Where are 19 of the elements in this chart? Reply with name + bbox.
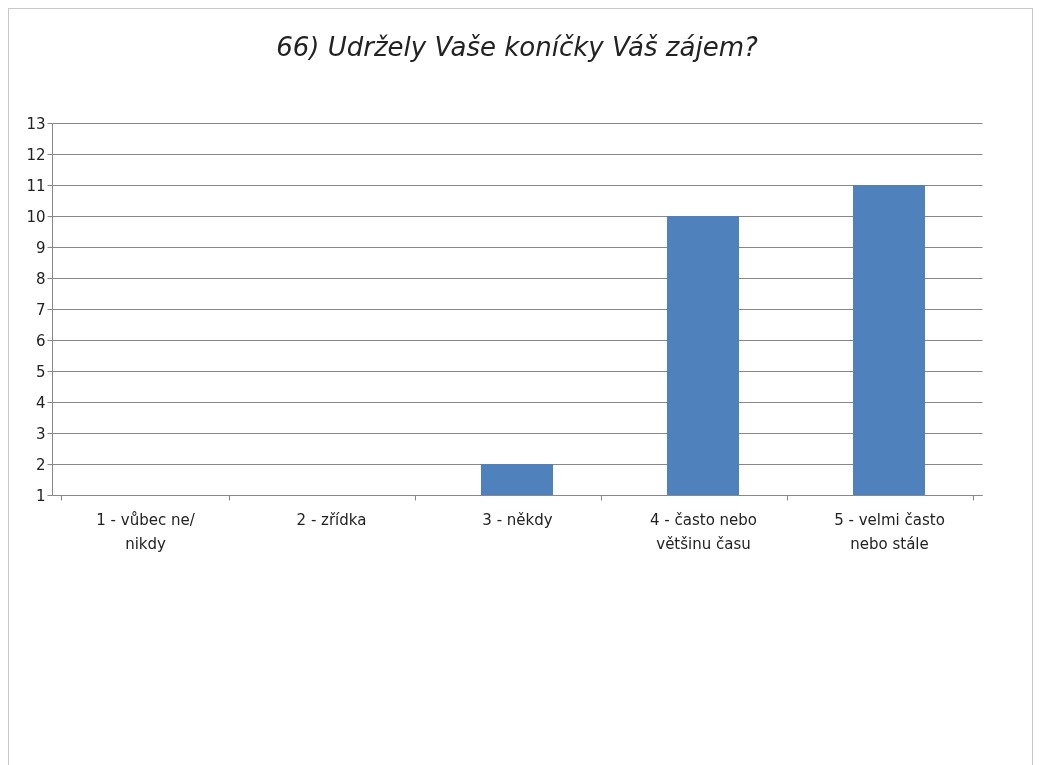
chart-title: 66) Udržely Vaše koníčky Váš zájem? [276,32,758,62]
x-tick-label: 1 - vůbec ne/ nikdy [96,510,196,553]
y-tick-label: 7 [35,300,46,319]
y-tick-label: 6 [35,331,46,350]
y-tick-label: 9 [35,238,46,257]
x-tick-label: 5 - velmi často nebo stále [834,510,945,553]
y-tick-label: 3 [35,424,46,443]
x-tick-label: 4 - často nebo většinu času [649,510,758,553]
y-tick-label: 11 [26,176,46,195]
y-tick-label: 13 [26,114,46,133]
y-tick-label: 1 [35,486,46,505]
y-tick-label: 12 [26,145,46,164]
x-tick-label: 3 - někdy [482,510,553,529]
y-tick-label: 5 [35,362,46,381]
y-tick-label: 8 [35,269,46,288]
y-tick-label: 2 [35,455,46,474]
x-tick-label: 2 - zřídka [296,510,367,529]
y-tick-label: 10 [26,207,46,226]
y-tick-label: 4 [35,393,46,412]
